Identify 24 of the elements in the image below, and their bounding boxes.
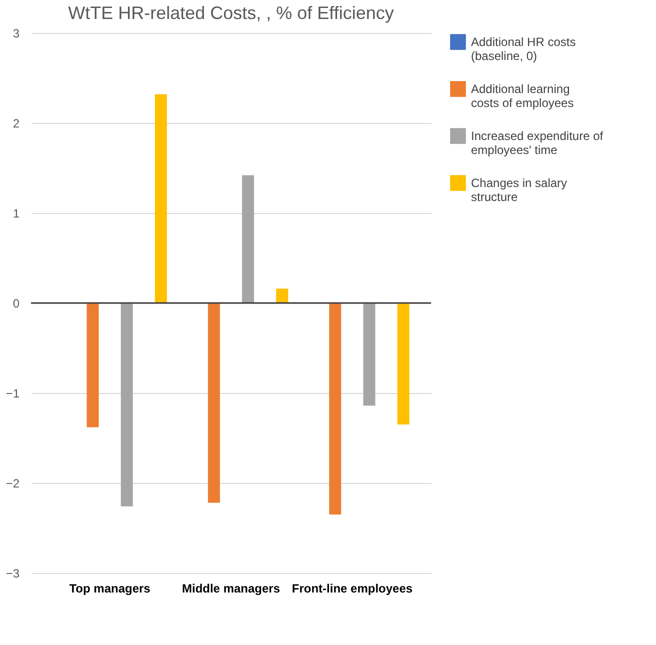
- bar: [276, 288, 288, 303]
- legend-label: Increased expenditure of employees' time: [471, 129, 604, 157]
- bar: [120, 303, 133, 506]
- y-tick-label: 1: [12, 206, 20, 220]
- bar: [242, 175, 254, 303]
- x-tick-label: Top managers: [69, 582, 151, 596]
- y-tick-label: 3: [12, 26, 20, 40]
- legend-label: Additional learning costs of employees: [471, 82, 574, 110]
- legend-label: Changes in salary structure: [471, 176, 568, 204]
- y-tick-label: −3: [6, 566, 20, 580]
- x-tick-label: Front-line employees: [292, 582, 413, 596]
- legend-label: Additional HR costs (baseline, 0): [471, 35, 576, 63]
- bar: [86, 303, 99, 428]
- chart-title: WtTE HR-related Costs, , % of Efficiency: [68, 3, 394, 23]
- bar: [329, 303, 342, 514]
- x-tick-label: Middle managers: [182, 582, 280, 596]
- y-tick-label: −2: [6, 476, 20, 490]
- bar: [154, 94, 167, 303]
- y-tick-label: 0: [12, 296, 20, 310]
- y-tick-label: 2: [12, 116, 20, 130]
- bar: [363, 303, 376, 406]
- y-tick-label: −1: [6, 386, 20, 400]
- bar: [208, 303, 220, 503]
- bar: [397, 303, 410, 424]
